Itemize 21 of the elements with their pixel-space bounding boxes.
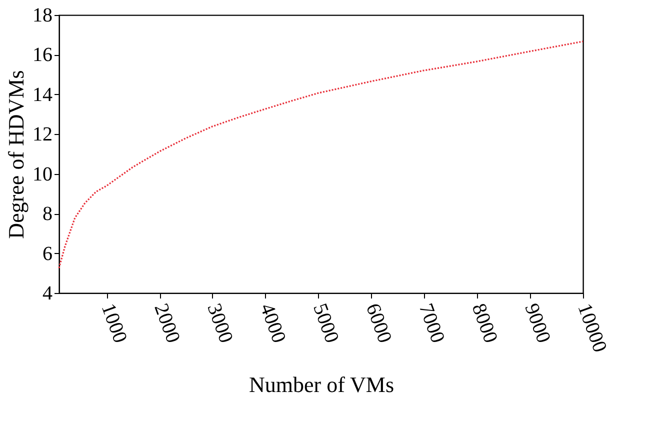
y-axis-title: Degree of HDVMs [4, 70, 28, 239]
x-tick-label: 4000 [256, 300, 290, 346]
y-tick-label: 10 [32, 163, 52, 186]
x-tick-label: 5000 [308, 300, 343, 346]
y-tick-label: 18 [32, 4, 52, 26]
x-tick-label: 6000 [361, 300, 396, 346]
x-tick-label: 3000 [202, 300, 238, 346]
y-tick-label: 4 [42, 282, 52, 304]
x-tick-label: 2000 [150, 300, 184, 346]
x-tick-label: 9000 [520, 300, 555, 346]
y-tick-label: 14 [32, 84, 52, 106]
line-series [58, 40, 584, 269]
x-tick-label: 1000 [96, 300, 132, 346]
x-tick-label: 7000 [414, 300, 449, 346]
y-tick-label: 8 [42, 203, 52, 226]
y-tick-label: 16 [32, 44, 52, 66]
x-tick-label: 8000 [467, 300, 502, 346]
y-tick-label: 6 [42, 242, 52, 265]
y-tick-label: 12 [32, 124, 52, 146]
x-axis-title: Number of VMs [248, 372, 394, 397]
x-tick-label: 10000 [573, 300, 611, 356]
